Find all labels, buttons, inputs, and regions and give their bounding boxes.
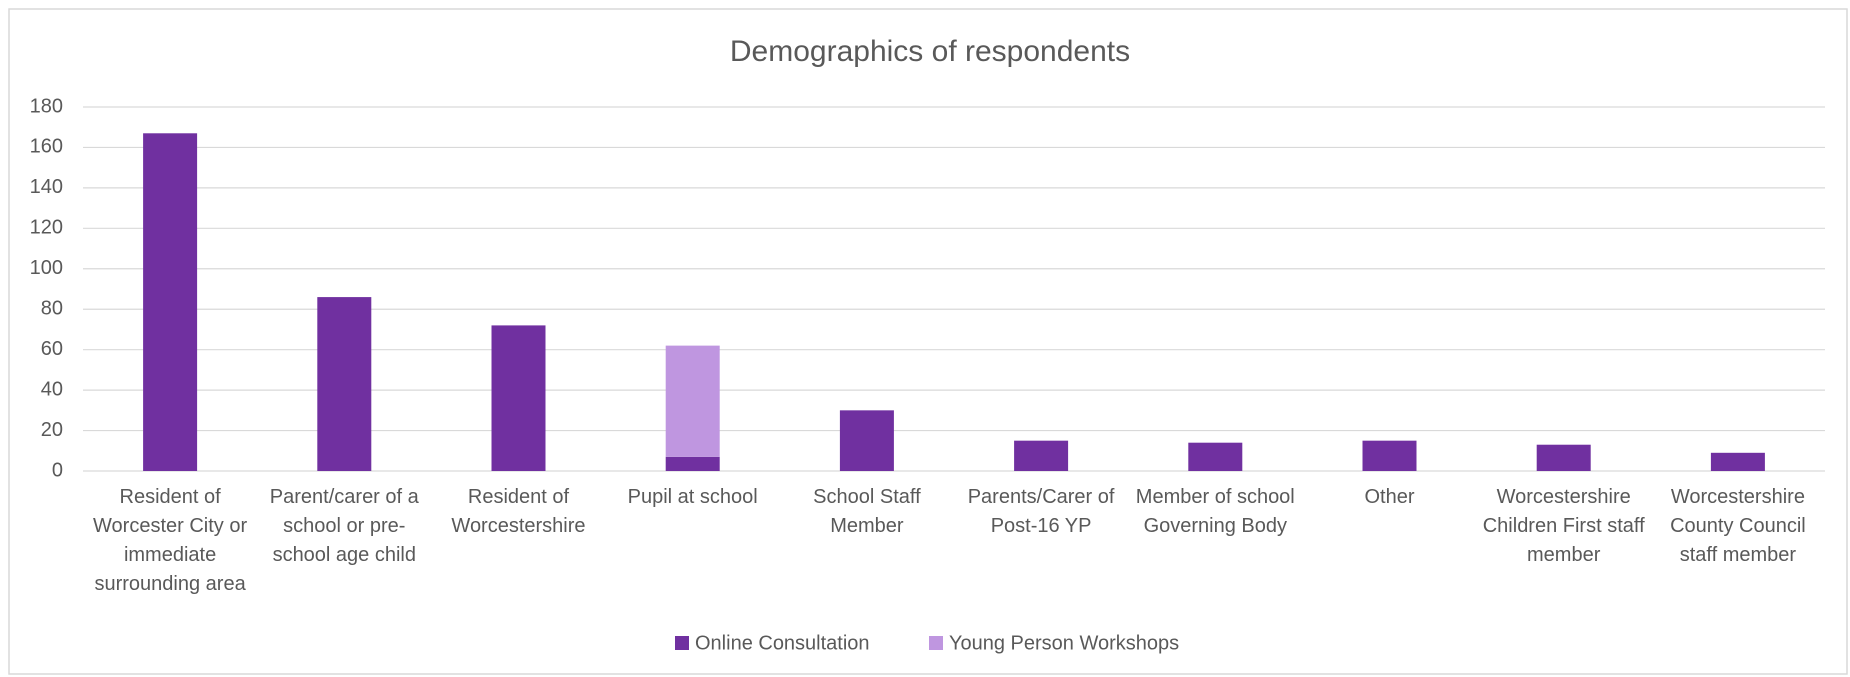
x-tick-label: Member of school Governing Body: [1135, 486, 1295, 537]
bar: [1710, 452, 1765, 471]
y-tick-label: 120: [30, 217, 63, 239]
bar: [1362, 440, 1417, 471]
x-tick-label: Resident of Worcestershire: [451, 486, 586, 537]
y-tick-label: 20: [41, 419, 63, 441]
bar: [143, 133, 198, 472]
x-tick-label: Worcestershire Children First staff memb…: [1482, 486, 1645, 566]
chart-title: Demographics of respondents: [730, 35, 1130, 68]
x-tick-label: School Staff Member: [813, 486, 921, 537]
bar: [665, 345, 720, 457]
y-tick-label: 0: [52, 459, 63, 481]
bar: [1188, 442, 1243, 471]
y-tick-label: 60: [41, 338, 63, 360]
x-tick-label: Resident of Worcester City or immediate …: [93, 486, 248, 595]
bar: [665, 456, 720, 471]
y-tick-label: 180: [30, 95, 63, 117]
y-tick-label: 100: [30, 257, 63, 279]
bar: [1014, 440, 1069, 471]
bar: [1536, 444, 1591, 471]
bar: [491, 325, 546, 471]
x-tick-label: Worcestershire County Council staff memb…: [1670, 486, 1806, 566]
legend-label: Young Person Workshops: [949, 632, 1179, 654]
legend-swatch: [929, 636, 943, 650]
x-tick-label: Parents/Carer of Post-16 YP: [967, 486, 1115, 537]
bar: [839, 410, 894, 471]
legend-swatch: [675, 636, 689, 650]
x-tick-label: Other: [1364, 486, 1415, 508]
y-tick-label: 40: [41, 378, 63, 400]
x-tick-label: Parent/carer of a school or pre-school a…: [269, 486, 419, 566]
chart-border: [8, 8, 1848, 675]
x-tick-label: Pupil at school: [627, 486, 758, 508]
y-tick-label: 80: [41, 298, 63, 320]
bar: [317, 297, 372, 471]
y-tick-label: 160: [30, 136, 63, 158]
legend-label: Online Consultation: [695, 632, 870, 654]
y-tick-label: 140: [30, 176, 63, 198]
